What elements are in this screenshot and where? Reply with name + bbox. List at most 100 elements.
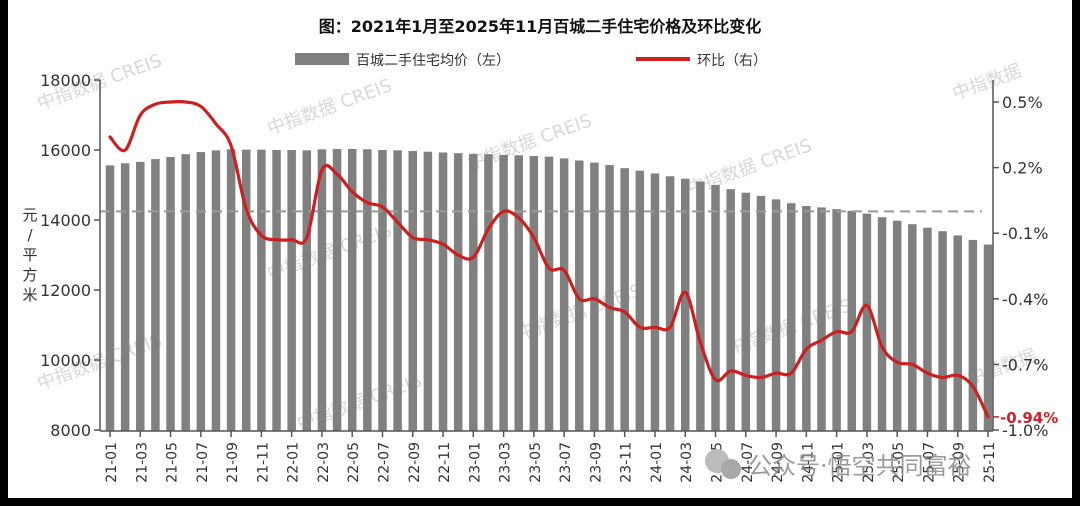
right-tick-label: 0.5% — [1002, 93, 1043, 112]
price-bar — [968, 239, 978, 431]
left-tick-label: 16000 — [40, 141, 91, 160]
price-bar — [938, 231, 947, 431]
price-bar — [983, 244, 993, 431]
price-bar — [802, 206, 811, 431]
price-bar — [575, 160, 584, 431]
price-bar — [151, 159, 160, 431]
x-tick-label: 22-09 — [407, 442, 423, 483]
x-tick-label: 23-03 — [498, 442, 514, 483]
price-bar — [211, 150, 221, 431]
x-tick-label: 22-03 — [316, 442, 332, 483]
wechat-icon-bubble — [721, 459, 741, 479]
x-tick-label: 21-03 — [134, 442, 150, 483]
price-bar — [181, 154, 190, 431]
x-tick-label: 22-01 — [286, 442, 302, 483]
right-axis-ticks: 0.5% 0.2% -0.1% -0.4% -0.7% -1.0% — [993, 93, 1048, 440]
chart: 图：2021年1月至2025年11月百城二手住宅价格及环比变化 百城二手住宅均价… — [22, 17, 1058, 483]
x-tick-label: 25-07 — [921, 442, 937, 483]
x-tick-label: 23-07 — [558, 442, 574, 483]
x-tick-label: 21-01 — [104, 442, 120, 483]
price-bar — [302, 150, 312, 431]
legend-line-label: 环比（右） — [697, 53, 767, 69]
price-bar — [408, 151, 418, 432]
price-bar — [847, 210, 857, 431]
price-bar — [892, 220, 902, 431]
x-tick-label: 25-05 — [891, 442, 907, 483]
chart-card: 图：2021年1月至2025年11月百城二手住宅价格及环比变化 百城二手住宅均价… — [8, 0, 1072, 498]
price-bar — [726, 189, 735, 431]
x-tick-label: 25-11 — [982, 442, 998, 483]
price-bar — [514, 155, 523, 431]
price-bar — [665, 176, 675, 431]
price-bar — [696, 181, 705, 431]
chart-title: 图：2021年1月至2025年11月百城二手住宅价格及环比变化 — [319, 17, 761, 36]
y-label-char: 米 — [22, 286, 37, 304]
x-tick-label: 23-01 — [467, 442, 483, 483]
mom-change-line — [108, 99, 990, 419]
x-tick-label: 22-05 — [346, 442, 362, 483]
price-bar — [680, 178, 690, 431]
wechat-watermark: 公众号·悟空共同富裕 — [705, 449, 972, 480]
price-bar — [923, 227, 932, 431]
x-tick-label: 24-01 — [649, 442, 665, 483]
left-tick-label: 14000 — [40, 211, 91, 230]
left-axis-ticks: 18000 16000 14000 12000 10000 8000 — [40, 71, 100, 440]
x-tick-label: 25-01 — [831, 442, 847, 483]
price-bar — [393, 150, 402, 431]
x-tick-label: 23-09 — [588, 442, 604, 483]
x-tick-label: 22-11 — [437, 442, 453, 483]
price-bar — [544, 156, 554, 431]
x-tick-label: 23-11 — [619, 442, 635, 483]
x-tick-label: 21-05 — [165, 442, 181, 483]
price-bar — [877, 217, 887, 431]
price-bar — [529, 155, 539, 431]
price-bar — [908, 224, 917, 431]
x-tick-label: 25-09 — [952, 442, 968, 483]
y-label-char: 平 — [22, 246, 37, 264]
price-bar — [287, 150, 296, 431]
price-bar — [484, 154, 493, 431]
right-tick-label: 0.2% — [1002, 159, 1043, 178]
price-bar — [166, 157, 175, 431]
price-bar — [590, 162, 599, 431]
left-tick-label: 10000 — [40, 351, 91, 370]
price-bar — [120, 163, 130, 432]
y-label-char: / — [27, 226, 33, 244]
price-bar — [136, 161, 145, 431]
price-bar — [635, 170, 645, 431]
price-bar — [347, 148, 357, 431]
right-tick-label: -1.0% — [1002, 421, 1048, 440]
right-tick-label: -0.4% — [1002, 290, 1048, 309]
right-tick-label: -0.7% — [1002, 355, 1048, 374]
x-tick-label: 24-09 — [770, 442, 786, 483]
price-bar — [257, 149, 266, 431]
price-bar — [423, 151, 433, 431]
price-bar — [771, 199, 781, 431]
right-tick-label: -0.1% — [1002, 224, 1048, 243]
price-bar — [226, 149, 236, 432]
price-bar — [241, 149, 251, 431]
price-bar — [105, 165, 115, 431]
price-bar — [469, 153, 478, 431]
left-axis-label: 元 / 平方米 — [22, 206, 37, 304]
x-tick-label: 21-11 — [255, 442, 271, 483]
x-tick-label: 21-07 — [195, 442, 211, 483]
price-bars — [105, 148, 993, 432]
price-bar — [378, 150, 387, 431]
x-tick-label: 24-11 — [800, 442, 816, 483]
price-bar — [832, 209, 841, 431]
price-bar — [438, 152, 448, 431]
latest-value-annotation: -0.94% — [1000, 409, 1058, 427]
price-bar — [605, 165, 614, 432]
price-bar — [363, 149, 372, 432]
watermark: 中指数据 CREIS — [265, 75, 395, 140]
legend: 百城二手住宅均价（左） 环比（右） — [295, 53, 767, 69]
x-tick-label: 24-07 — [740, 442, 756, 483]
price-bar — [817, 207, 826, 431]
price-bar — [711, 185, 720, 431]
x-tick-label: 23-05 — [528, 442, 544, 483]
price-bar — [756, 195, 766, 431]
price-bar — [453, 153, 463, 431]
legend-bar-label: 百城二手住宅均价（左） — [356, 53, 510, 69]
